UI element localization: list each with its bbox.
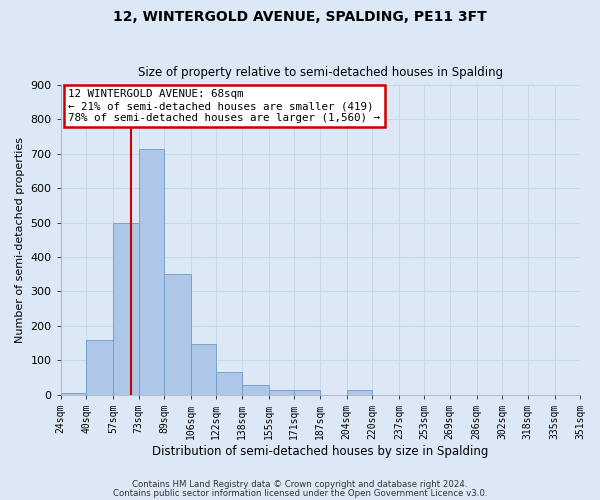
Y-axis label: Number of semi-detached properties: Number of semi-detached properties (15, 136, 25, 342)
Bar (347, 390, 372, 394)
Text: 12, WINTERGOLD AVENUE, SPALDING, PE11 3FT: 12, WINTERGOLD AVENUE, SPALDING, PE11 3F… (113, 10, 487, 24)
Bar (113, 222, 139, 394)
Bar (164, 274, 191, 394)
X-axis label: Distribution of semi-detached houses by size in Spalding: Distribution of semi-detached houses by … (152, 444, 488, 458)
Bar (139, 148, 164, 394)
Bar (217, 372, 242, 394)
Bar (242, 385, 269, 394)
Bar (191, 344, 217, 394)
Title: Size of property relative to semi-detached houses in Spalding: Size of property relative to semi-detach… (138, 66, 503, 80)
Bar (61, 393, 86, 394)
Text: Contains public sector information licensed under the Open Government Licence v3: Contains public sector information licen… (113, 488, 487, 498)
Bar (269, 390, 294, 394)
Bar (294, 390, 320, 394)
Bar (86, 340, 113, 394)
Text: Contains HM Land Registry data © Crown copyright and database right 2024.: Contains HM Land Registry data © Crown c… (132, 480, 468, 489)
Text: 12 WINTERGOLD AVENUE: 68sqm
← 21% of semi-detached houses are smaller (419)
78% : 12 WINTERGOLD AVENUE: 68sqm ← 21% of sem… (68, 90, 380, 122)
